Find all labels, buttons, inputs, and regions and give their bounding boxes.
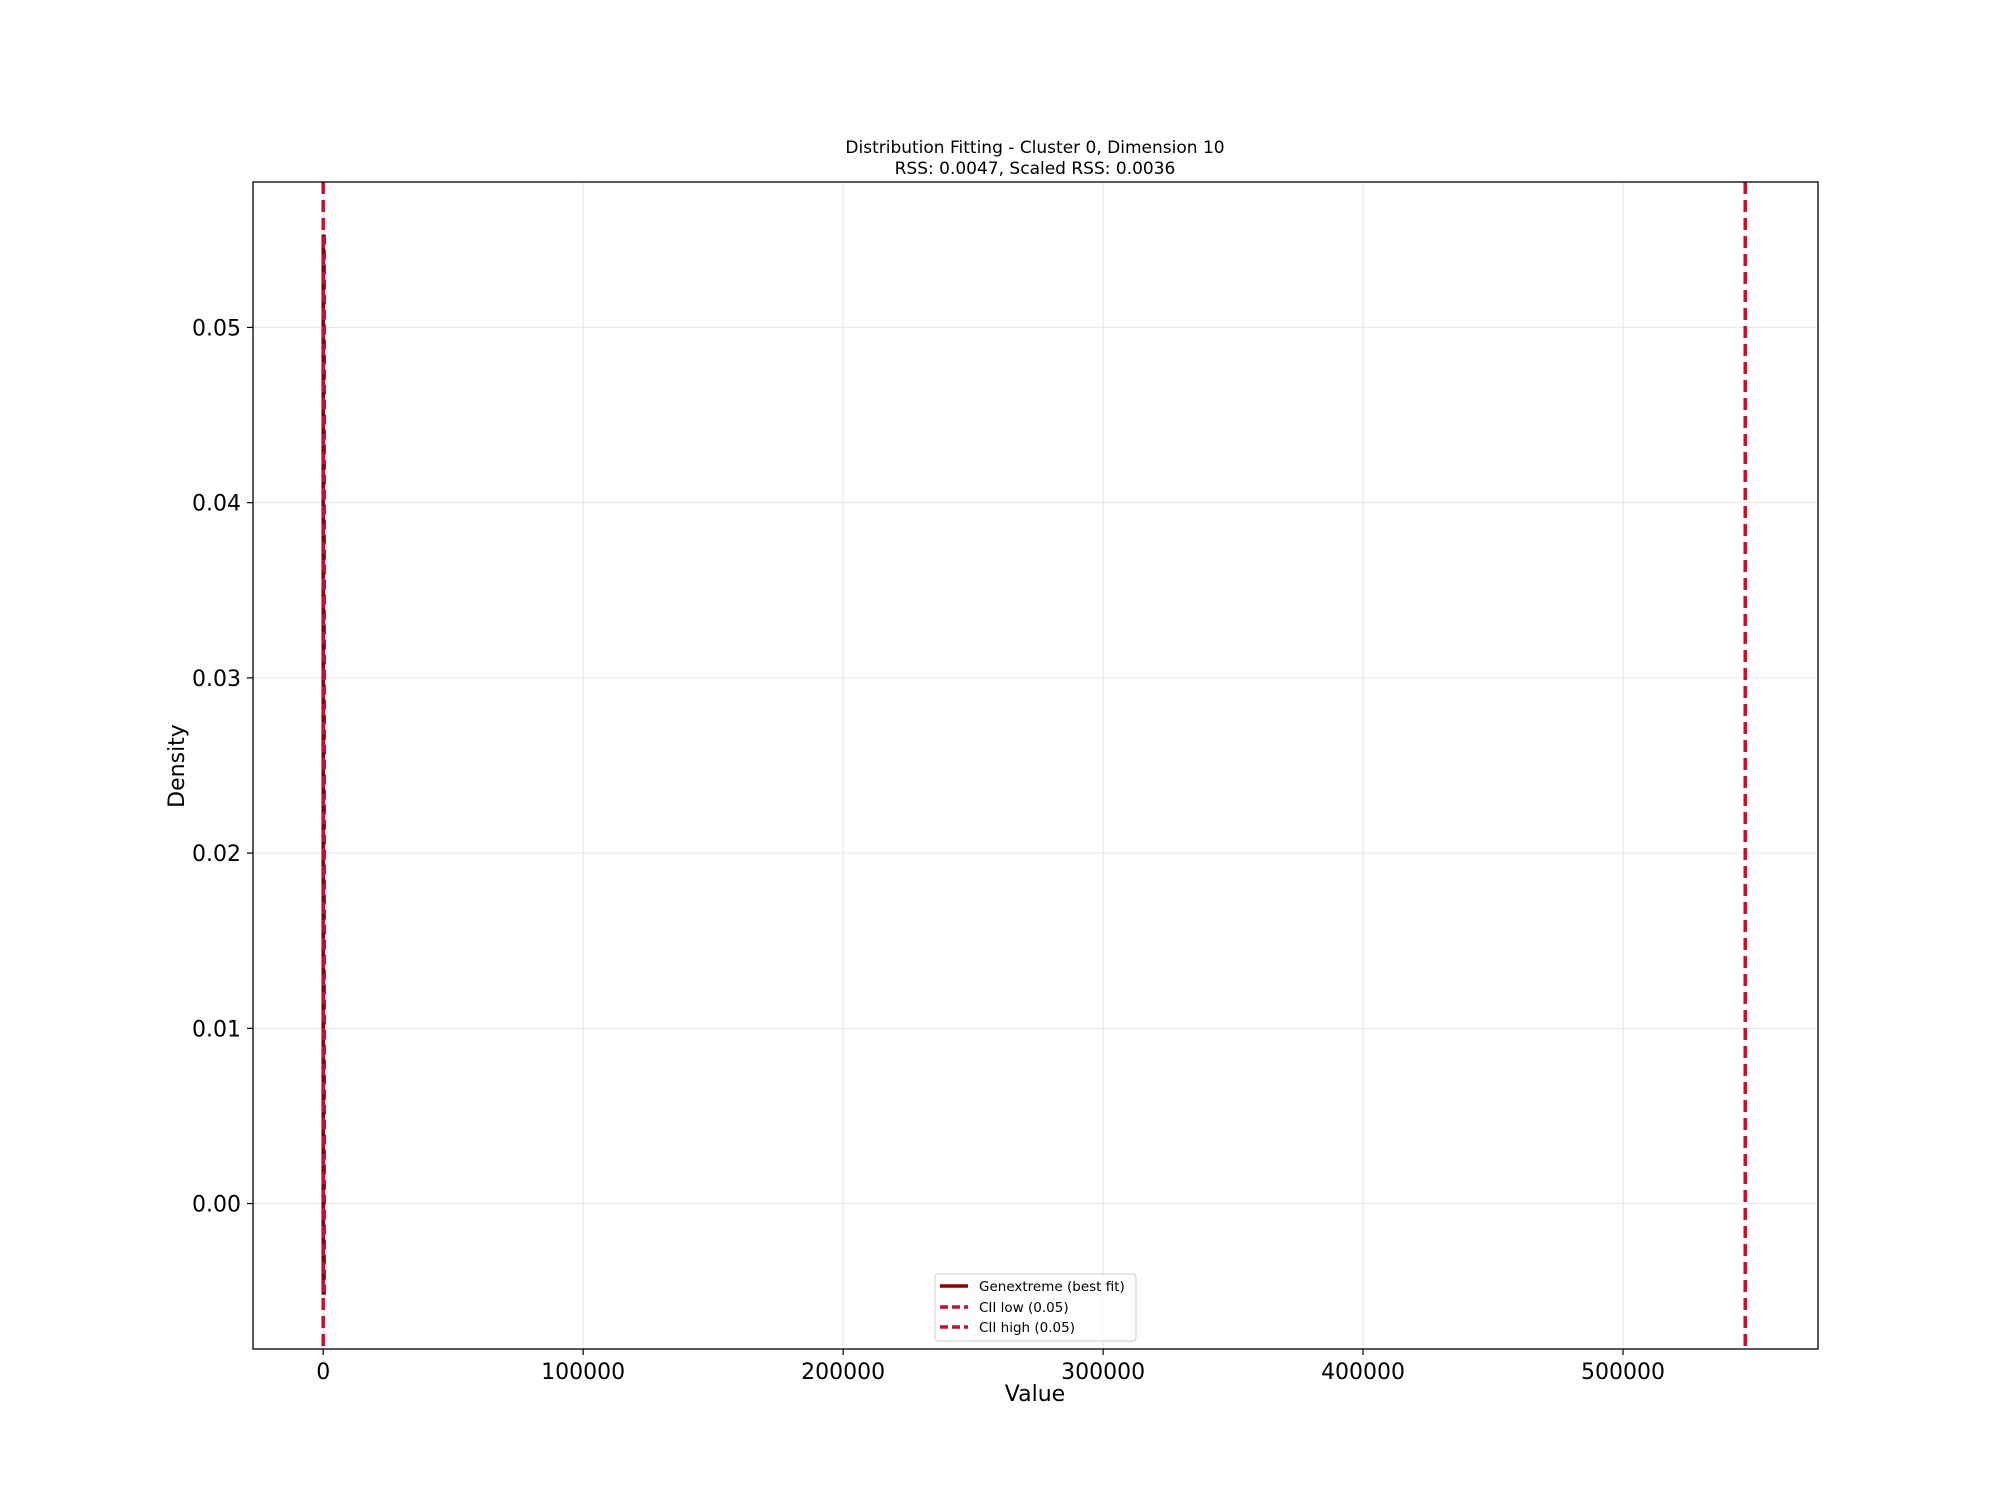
x-tick-label: 200000	[801, 1360, 885, 1385]
y-tick-label: 0.00	[192, 1193, 241, 1218]
legend: Genextreme (best fit) CII low (0.05) CII…	[934, 1273, 1137, 1342]
x-axis-title: Value	[1005, 1382, 1065, 1407]
chart-subtitle: RSS: 0.0047, Scaled RSS: 0.0036	[895, 159, 1176, 179]
legend-label-best-fit: Genextreme (best fit)	[979, 1279, 1125, 1295]
grid	[253, 182, 1818, 1349]
x-tick-label: 400000	[1321, 1360, 1405, 1385]
legend-label-cii-high: CII high (0.05)	[979, 1320, 1075, 1336]
x-tick-label: 0	[316, 1360, 330, 1385]
x-axis-ticks: 0 100000 200000 300000 400000 500000	[316, 1349, 1665, 1385]
x-tick-label: 100000	[541, 1360, 625, 1385]
x-tick-label: 500000	[1581, 1360, 1665, 1385]
series-layer	[321, 182, 1747, 1349]
plot-frame	[252, 181, 1819, 1350]
y-tick-label: 0.02	[192, 842, 241, 867]
y-axis-ticks: 0.00 0.01 0.02 0.03 0.04 0.05	[192, 316, 253, 1218]
y-tick-label: 0.04	[192, 492, 241, 517]
y-tick-label: 0.05	[192, 316, 241, 341]
legend-box	[934, 1273, 1137, 1342]
legend-label-cii-low: CII low (0.05)	[979, 1300, 1069, 1316]
x-tick-label: 300000	[1061, 1360, 1145, 1385]
y-tick-label: 0.01	[192, 1017, 241, 1042]
y-axis-title: Density	[165, 724, 190, 808]
y-tick-label: 0.03	[192, 667, 241, 692]
chart-title: Distribution Fitting - Cluster 0, Dimens…	[845, 138, 1224, 158]
